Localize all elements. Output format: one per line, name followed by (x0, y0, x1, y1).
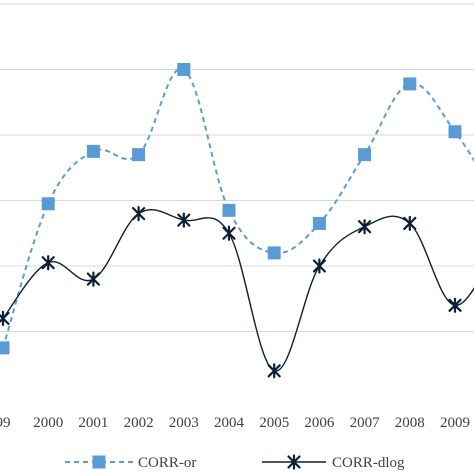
series-line-corr-dlog (2, 208, 474, 372)
point-corr-or-2000 (41, 197, 55, 211)
point-corr-or-2001 (86, 144, 100, 158)
x-tick-label: 2008 (395, 415, 425, 431)
point-corr-dlog-2003 (177, 212, 191, 228)
gridlines (0, 3, 474, 332)
legend-marker-corr-dlog (287, 454, 301, 470)
point-corr-dlog-2006 (312, 258, 326, 274)
point-corr-or-2003 (177, 63, 191, 76)
point-corr-dlog-2007 (358, 219, 372, 235)
x-tick-label: 2007 (350, 415, 381, 431)
x-tick-label: 2005 (259, 415, 289, 431)
point-corr-dlog-2009 (448, 297, 462, 313)
x-tick-label: 99 (0, 415, 11, 431)
point-corr-dlog-2004 (222, 225, 236, 241)
point-corr-dlog-2000 (41, 255, 55, 271)
legend: CORR-or CORR-dlog (65, 454, 405, 471)
legend-marker-corr-or (92, 455, 106, 469)
x-tick-label: 2004 (214, 415, 245, 431)
point-corr-dlog-2008 (403, 215, 417, 232)
legend-label-corr-dlog: CORR-dlog (332, 455, 405, 471)
point-corr-dlog-2002 (132, 206, 146, 222)
point-corr-or-2005 (267, 246, 281, 260)
x-tick-label: 2000 (33, 415, 63, 431)
point-corr-or-2007 (358, 148, 372, 162)
point-corr-or-1999 (0, 341, 10, 355)
point-corr-or-2002 (132, 148, 146, 162)
legend-label-corr-or: CORR-or (138, 455, 196, 471)
series-layer (0, 63, 474, 379)
point-corr-or-2008 (403, 77, 417, 91)
point-corr-dlog-2001 (86, 271, 101, 287)
x-tick-label: 2009 (440, 415, 470, 431)
x-axis-tick-labels: 99 2000 2001 2002 2003 2004 2005 2006 2007 2008 20… (0, 415, 470, 431)
point-corr-or-2009 (448, 125, 462, 139)
x-tick-label: 2001 (78, 415, 108, 431)
series-line-corr-or (2, 67, 474, 349)
point-corr-or-2004 (222, 203, 236, 217)
point-corr-or-2006 (312, 216, 326, 230)
x-tick-label: 2002 (124, 415, 154, 431)
x-tick-label: 2006 (304, 415, 335, 431)
x-tick-label: 2003 (169, 415, 199, 431)
legend-item-corr-dlog: CORR-dlog (262, 454, 405, 471)
series-corr-dlog (0, 206, 474, 379)
series-corr-or (0, 63, 474, 355)
point-corr-dlog-2005 (267, 363, 281, 379)
legend-item-corr-or: CORR-or (65, 455, 196, 471)
point-corr-dlog-1999 (0, 310, 10, 326)
